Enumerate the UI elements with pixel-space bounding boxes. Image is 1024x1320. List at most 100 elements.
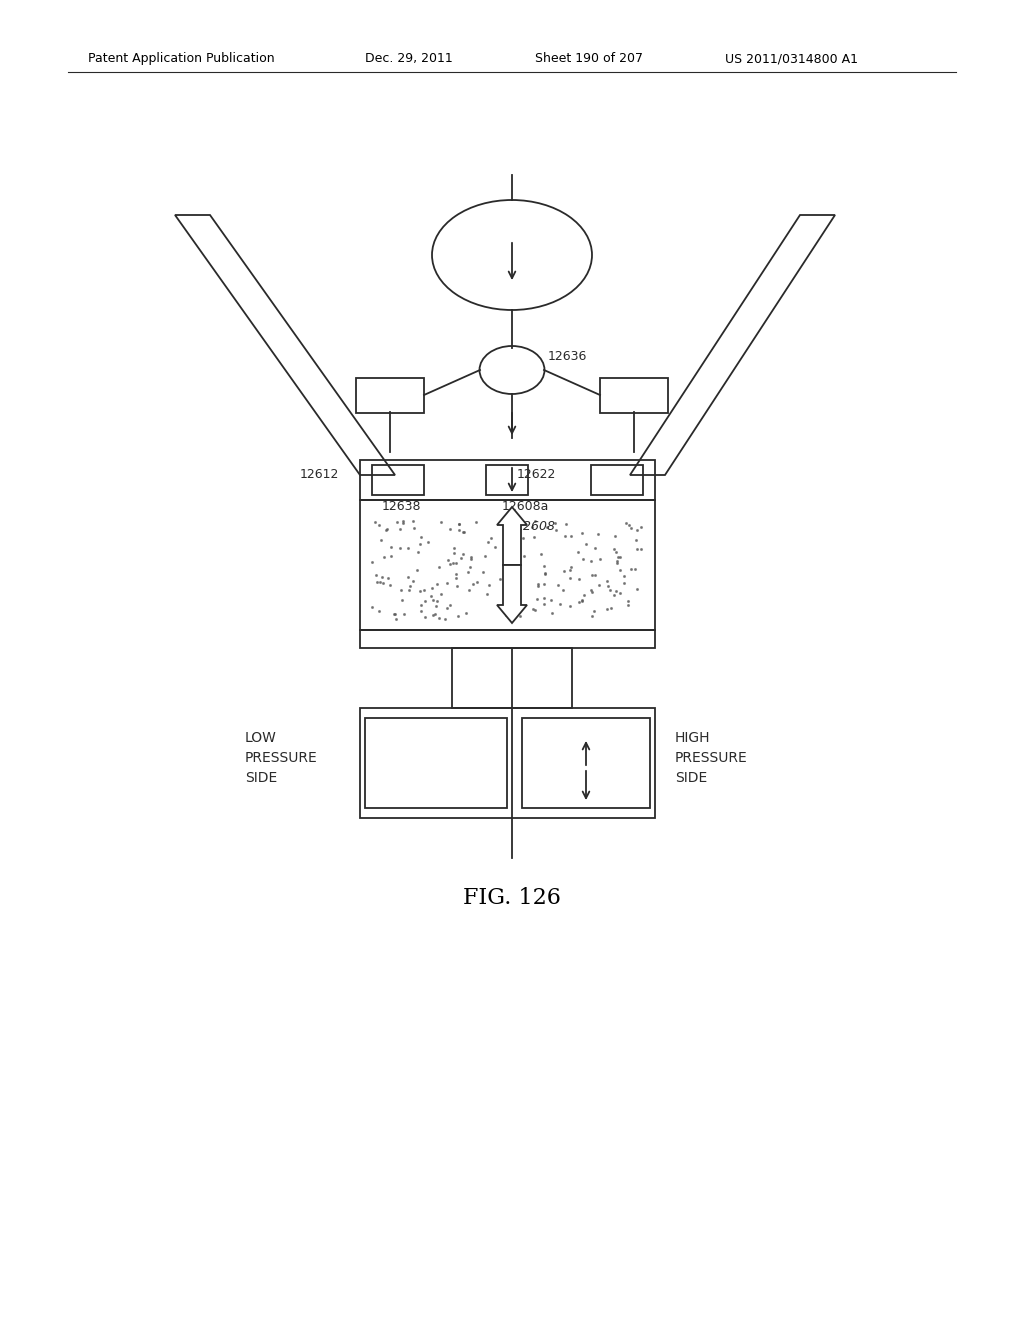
Point	[383, 536, 399, 557]
Point	[587, 565, 603, 586]
Point	[399, 537, 416, 558]
Point	[380, 568, 396, 589]
Point	[538, 564, 554, 585]
Point	[452, 513, 468, 535]
Point	[550, 574, 566, 595]
Point	[423, 585, 439, 606]
Point	[514, 527, 530, 548]
Point	[424, 578, 440, 599]
Bar	[591, 465, 643, 495]
Bar	[360, 630, 655, 648]
Point	[401, 576, 418, 597]
Point	[606, 539, 623, 560]
Point	[563, 525, 580, 546]
Point	[417, 590, 433, 611]
Point	[469, 572, 485, 593]
Point	[537, 562, 553, 583]
Point	[584, 565, 600, 586]
Point	[431, 557, 447, 578]
Point	[573, 523, 590, 544]
Point	[500, 513, 516, 535]
Point	[601, 579, 617, 601]
Point	[433, 511, 450, 532]
Point	[555, 579, 571, 601]
Point	[476, 545, 493, 566]
Bar	[360, 500, 655, 630]
Point	[528, 589, 545, 610]
Point	[499, 527, 515, 548]
Point	[458, 602, 474, 623]
Point	[372, 572, 388, 593]
Point	[440, 549, 457, 570]
Point	[378, 520, 394, 541]
Point	[624, 517, 640, 539]
Point	[462, 557, 478, 578]
Point	[439, 597, 456, 618]
Point	[524, 599, 541, 620]
Text: 12638: 12638	[382, 500, 422, 513]
Point	[544, 590, 560, 611]
Bar	[356, 378, 424, 413]
Point	[556, 525, 572, 546]
FancyArrow shape	[497, 507, 527, 565]
Point	[468, 512, 484, 533]
Point	[562, 560, 579, 581]
Point	[512, 606, 528, 627]
Point	[449, 564, 465, 585]
Point	[413, 533, 429, 554]
Point	[427, 603, 443, 624]
Point	[447, 568, 464, 589]
Point	[379, 519, 395, 540]
Point	[556, 561, 572, 582]
Point	[584, 606, 600, 627]
Point	[410, 541, 426, 562]
Point	[445, 543, 462, 564]
Point	[455, 521, 471, 543]
Point	[526, 599, 543, 620]
Point	[524, 516, 541, 537]
Point	[510, 535, 526, 556]
Text: 12612: 12612	[300, 469, 339, 480]
Point	[442, 594, 459, 615]
Point	[450, 606, 466, 627]
Point	[465, 574, 481, 595]
Point	[451, 513, 467, 535]
Point	[633, 516, 649, 537]
Point	[497, 525, 513, 546]
Point	[367, 511, 383, 532]
Point	[506, 583, 522, 605]
Point	[611, 560, 628, 581]
Point	[599, 598, 615, 619]
Point	[389, 512, 406, 533]
Point	[628, 529, 644, 550]
Point	[395, 511, 412, 532]
Text: US 2011/0314800 A1: US 2011/0314800 A1	[725, 51, 858, 65]
Point	[608, 550, 625, 572]
Point	[438, 572, 455, 593]
Point	[387, 609, 403, 630]
Point	[455, 544, 471, 565]
Point	[417, 607, 433, 628]
Point	[479, 531, 496, 552]
Point	[623, 558, 639, 579]
Point	[606, 585, 623, 606]
Point	[571, 591, 588, 612]
Point	[376, 546, 392, 568]
Point	[394, 512, 411, 533]
Point	[508, 585, 524, 606]
Point	[400, 579, 417, 601]
FancyArrow shape	[497, 565, 527, 623]
Bar	[600, 378, 668, 413]
Point	[425, 605, 441, 626]
Point	[608, 581, 625, 602]
Point	[483, 527, 500, 548]
Point	[382, 574, 398, 595]
Point	[364, 552, 380, 573]
Point	[428, 574, 444, 595]
Bar	[486, 465, 528, 495]
Point	[442, 519, 459, 540]
Point	[616, 573, 633, 594]
Point	[413, 527, 429, 548]
Point	[453, 546, 469, 568]
Point	[578, 533, 594, 554]
